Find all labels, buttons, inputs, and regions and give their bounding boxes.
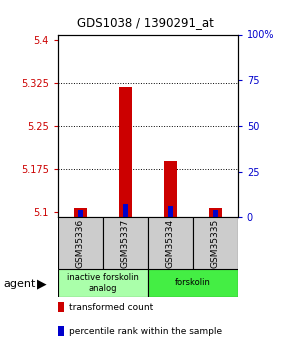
Text: inactive forskolin
analog: inactive forskolin analog (67, 273, 139, 293)
Bar (193, 217, 238, 269)
Bar (74, 208, 87, 217)
Text: transformed count: transformed count (69, 303, 153, 312)
Text: GSM35335: GSM35335 (211, 219, 220, 268)
Text: forskolin: forskolin (175, 278, 211, 287)
Bar (103, 217, 148, 269)
Text: GSM35334: GSM35334 (166, 219, 175, 268)
Bar (148, 217, 193, 269)
Text: GSM35336: GSM35336 (76, 219, 85, 268)
Bar (58, 326, 64, 336)
Bar (58, 269, 148, 297)
Text: ▶: ▶ (37, 277, 47, 290)
Bar (123, 204, 128, 217)
Bar (58, 217, 103, 269)
Bar (168, 207, 173, 217)
Text: GDS1038 / 1390291_at: GDS1038 / 1390291_at (77, 16, 213, 29)
Text: percentile rank within the sample: percentile rank within the sample (69, 327, 222, 336)
Bar (164, 161, 177, 217)
Bar (119, 87, 132, 217)
Text: agent: agent (3, 279, 35, 288)
Bar (209, 208, 222, 217)
Bar (213, 210, 218, 217)
Bar (58, 302, 64, 312)
Bar (78, 210, 83, 217)
Text: GSM35337: GSM35337 (121, 219, 130, 268)
Bar (148, 269, 238, 297)
